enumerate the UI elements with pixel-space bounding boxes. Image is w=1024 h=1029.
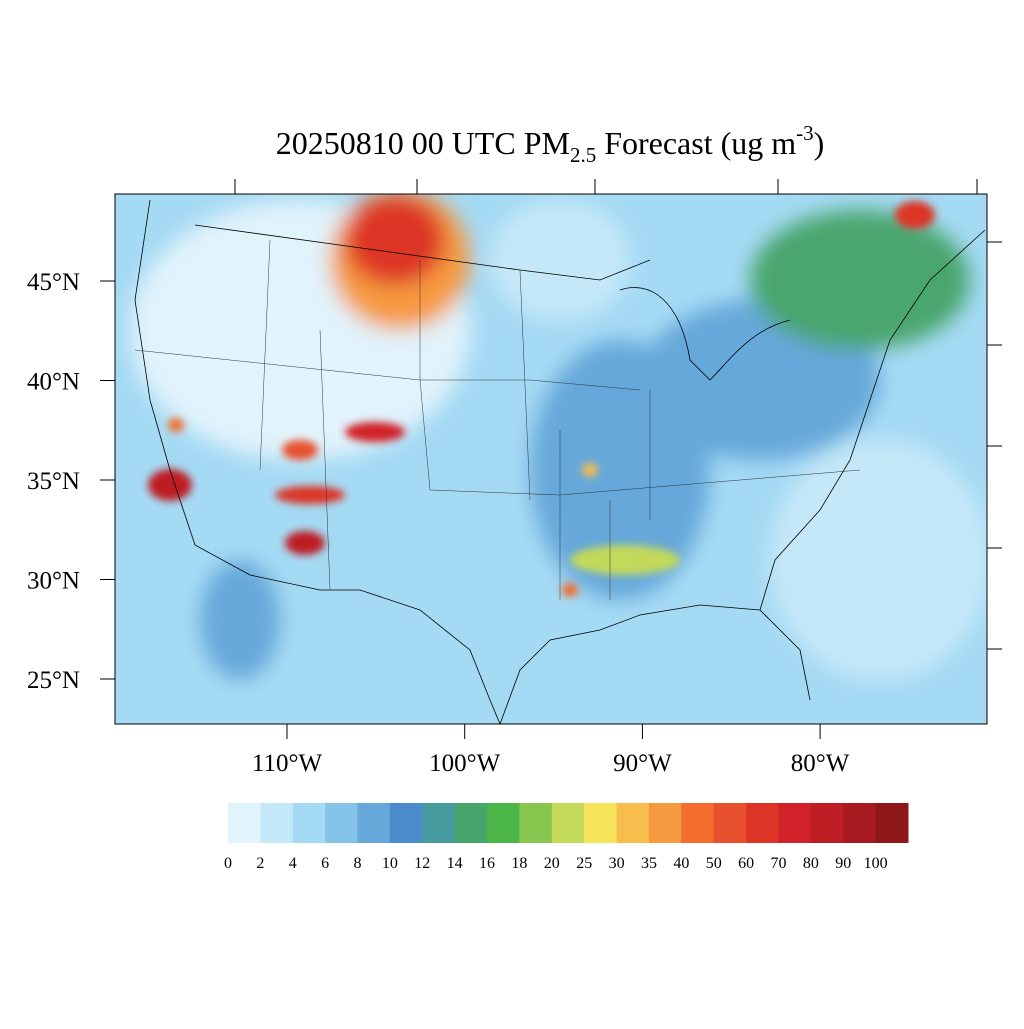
colorbar-box bbox=[260, 803, 294, 843]
colorbar-label: 70 bbox=[770, 855, 786, 872]
colorbar-label: 12 bbox=[414, 855, 430, 872]
colorbar-box bbox=[292, 803, 326, 843]
colorbar-label: 10 bbox=[382, 855, 398, 872]
y-tick-label: 40°N bbox=[27, 369, 80, 396]
colorbar-label: 14 bbox=[447, 855, 463, 872]
colorbar-box bbox=[551, 803, 585, 843]
map-frame bbox=[114, 193, 988, 725]
pm-field bbox=[115, 194, 987, 724]
x-tick-label: 100°W bbox=[429, 750, 500, 777]
colorbar-box bbox=[648, 803, 682, 843]
colorbar-label: 60 bbox=[738, 855, 754, 872]
colorbar-box bbox=[778, 803, 812, 843]
colorbar-label: 35 bbox=[641, 855, 657, 872]
colorbar-box bbox=[843, 803, 877, 843]
colorbar-label: 40 bbox=[673, 855, 689, 872]
colorbar-label: 80 bbox=[803, 855, 819, 872]
x-tick-label: 80°W bbox=[791, 750, 850, 777]
colorbar-box bbox=[487, 803, 520, 843]
colorbar-box bbox=[681, 803, 715, 843]
title-rest: Forecast (ug m bbox=[604, 125, 796, 161]
colorbar-box bbox=[357, 803, 391, 843]
boundaries bbox=[134, 199, 986, 724]
colorbar-box bbox=[228, 803, 261, 843]
colorbar-label: 0 bbox=[224, 855, 232, 872]
colorbar-box bbox=[389, 803, 423, 843]
colorbar-box bbox=[519, 803, 553, 843]
colorbar-label: 2 bbox=[256, 855, 264, 872]
y-tick-label: 30°N bbox=[27, 568, 80, 595]
colorbar-box bbox=[584, 803, 618, 843]
colorbar-label: 25 bbox=[576, 855, 592, 872]
colorbar-label: 8 bbox=[354, 855, 362, 872]
frame-ticks bbox=[234, 179, 1002, 650]
colorbar-label: 30 bbox=[609, 855, 625, 872]
colorbar-label: 4 bbox=[289, 855, 297, 872]
colorbar-box bbox=[422, 803, 456, 843]
x-tick-label: 90°W bbox=[613, 750, 672, 777]
colorbar-box bbox=[746, 803, 779, 843]
colorbar-label: 50 bbox=[706, 855, 722, 872]
title-sup: -3 bbox=[796, 121, 814, 145]
title: 20250810 00 UTC PM2.5 Forecast (ug m-3) bbox=[276, 121, 825, 167]
colorbar-box bbox=[875, 803, 909, 843]
colorbar-box bbox=[616, 803, 650, 843]
title-sub: 2.5 bbox=[570, 143, 596, 167]
colorbar-label: 18 bbox=[511, 855, 527, 872]
colorbar-box bbox=[810, 803, 844, 843]
colorbar-label: 20 bbox=[544, 855, 560, 872]
x-tick-label: 110°W bbox=[252, 750, 323, 777]
colorbar-box bbox=[454, 803, 488, 843]
state-lines bbox=[134, 239, 861, 600]
colorbar-label: 16 bbox=[479, 855, 495, 872]
colorbar-box bbox=[325, 803, 359, 843]
colorbar-label: 6 bbox=[321, 855, 329, 872]
colorbar-label: 90 bbox=[835, 855, 851, 872]
title-end: ) bbox=[814, 125, 825, 161]
colorbar-box bbox=[713, 803, 747, 843]
y-tick-label: 35°N bbox=[27, 468, 80, 495]
colorbar-label: 100 bbox=[864, 855, 888, 872]
y-tick-label: 25°N bbox=[27, 667, 80, 694]
title-main: 20250810 00 UTC PM bbox=[276, 125, 570, 161]
y-tick-label: 45°N bbox=[27, 269, 80, 296]
